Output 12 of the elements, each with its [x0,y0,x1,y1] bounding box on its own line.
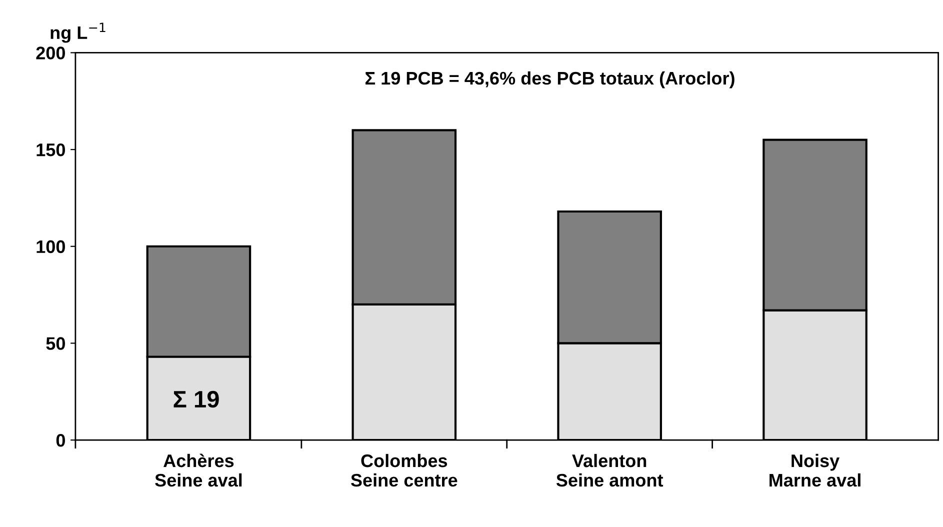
x-tick-label: Noisy Marne aval [770,454,860,487]
y-tick-label: 50 [46,337,65,350]
x-tick-label: Valenton Seine amont [556,454,664,487]
y-tick-label: 200 [36,46,65,60]
annotation: Σ 19 PCB = 43,6% des PCB totaux (Aroclor) [366,71,734,88]
y-tick-label: 0 [56,434,65,447]
annotation: Σ 19 [174,390,219,408]
y-tick-label: 100 [36,240,65,254]
x-tick-label: Achères Seine aval [155,454,242,487]
x-tick-label: Colombes Seine centre [350,454,458,487]
y-axis-title: ng L$^{−1}$ [50,22,106,43]
y-tick-label: 150 [36,143,65,156]
